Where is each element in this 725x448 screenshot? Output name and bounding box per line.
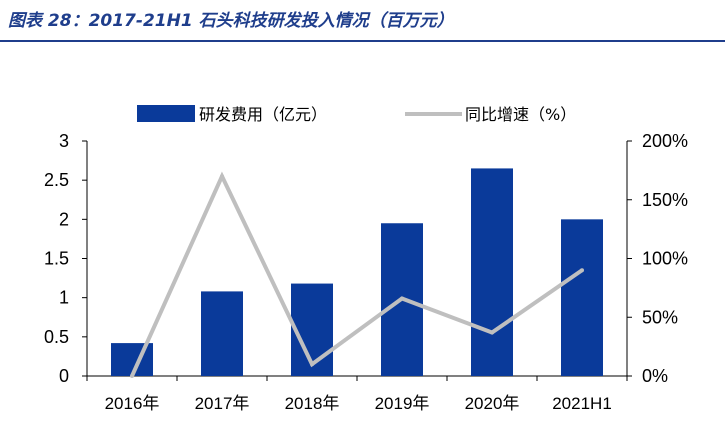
x-category-label: 2017年 [195, 394, 250, 413]
line-series [130, 171, 584, 378]
bar-series [111, 168, 603, 376]
bar [471, 168, 513, 376]
x-category-label: 2019年 [375, 394, 430, 413]
title-underline [0, 40, 725, 42]
growth-point [490, 330, 494, 335]
y-left-tick-label: 1 [59, 288, 69, 308]
x-category-label: 2021H1 [552, 394, 612, 413]
growth-point [580, 268, 584, 273]
y-right-tick-label: 0% [642, 366, 668, 386]
y-right-tick-label: 50% [642, 307, 678, 327]
bar [561, 219, 603, 376]
y-left-tick-label: 0 [59, 366, 69, 386]
legend-line-label: 同比增速（%） [465, 105, 576, 124]
growth-point [220, 174, 224, 179]
bar [201, 291, 243, 376]
x-category-label: 2016年 [105, 394, 160, 413]
x-category-label: 2018年 [285, 394, 340, 413]
growth-point [310, 362, 314, 367]
growth-point [130, 374, 134, 378]
axes: 0 0.5 1 1.5 2 2.5 3 0% 50% 100% 150% 200% 2016年 2017年… [44, 131, 688, 413]
y-left-tick-label: 3 [59, 131, 69, 151]
y-right-tick-label: 100% [642, 249, 688, 269]
y-left-tick-label: 2 [59, 209, 69, 229]
legend-bar-swatch [137, 105, 195, 122]
x-category-label: 2020年 [465, 394, 520, 413]
legend-bar-label: 研发费用（亿元） [199, 105, 327, 124]
y-left-tick-label: 1.5 [44, 249, 69, 269]
y-right-tick-label: 150% [642, 190, 688, 210]
growth-line [130, 171, 584, 377]
y-right-tick-label: 200% [642, 131, 688, 151]
y-left-tick-label: 0.5 [44, 327, 69, 347]
legend: 研发费用（亿元） 同比增速（%） [137, 105, 576, 124]
y-left-tick-label: 2.5 [44, 170, 69, 190]
growth-point [400, 296, 404, 301]
figure-title: 图表 28：2017-21H1 石头科技研发投入情况（百万元） [8, 11, 454, 31]
